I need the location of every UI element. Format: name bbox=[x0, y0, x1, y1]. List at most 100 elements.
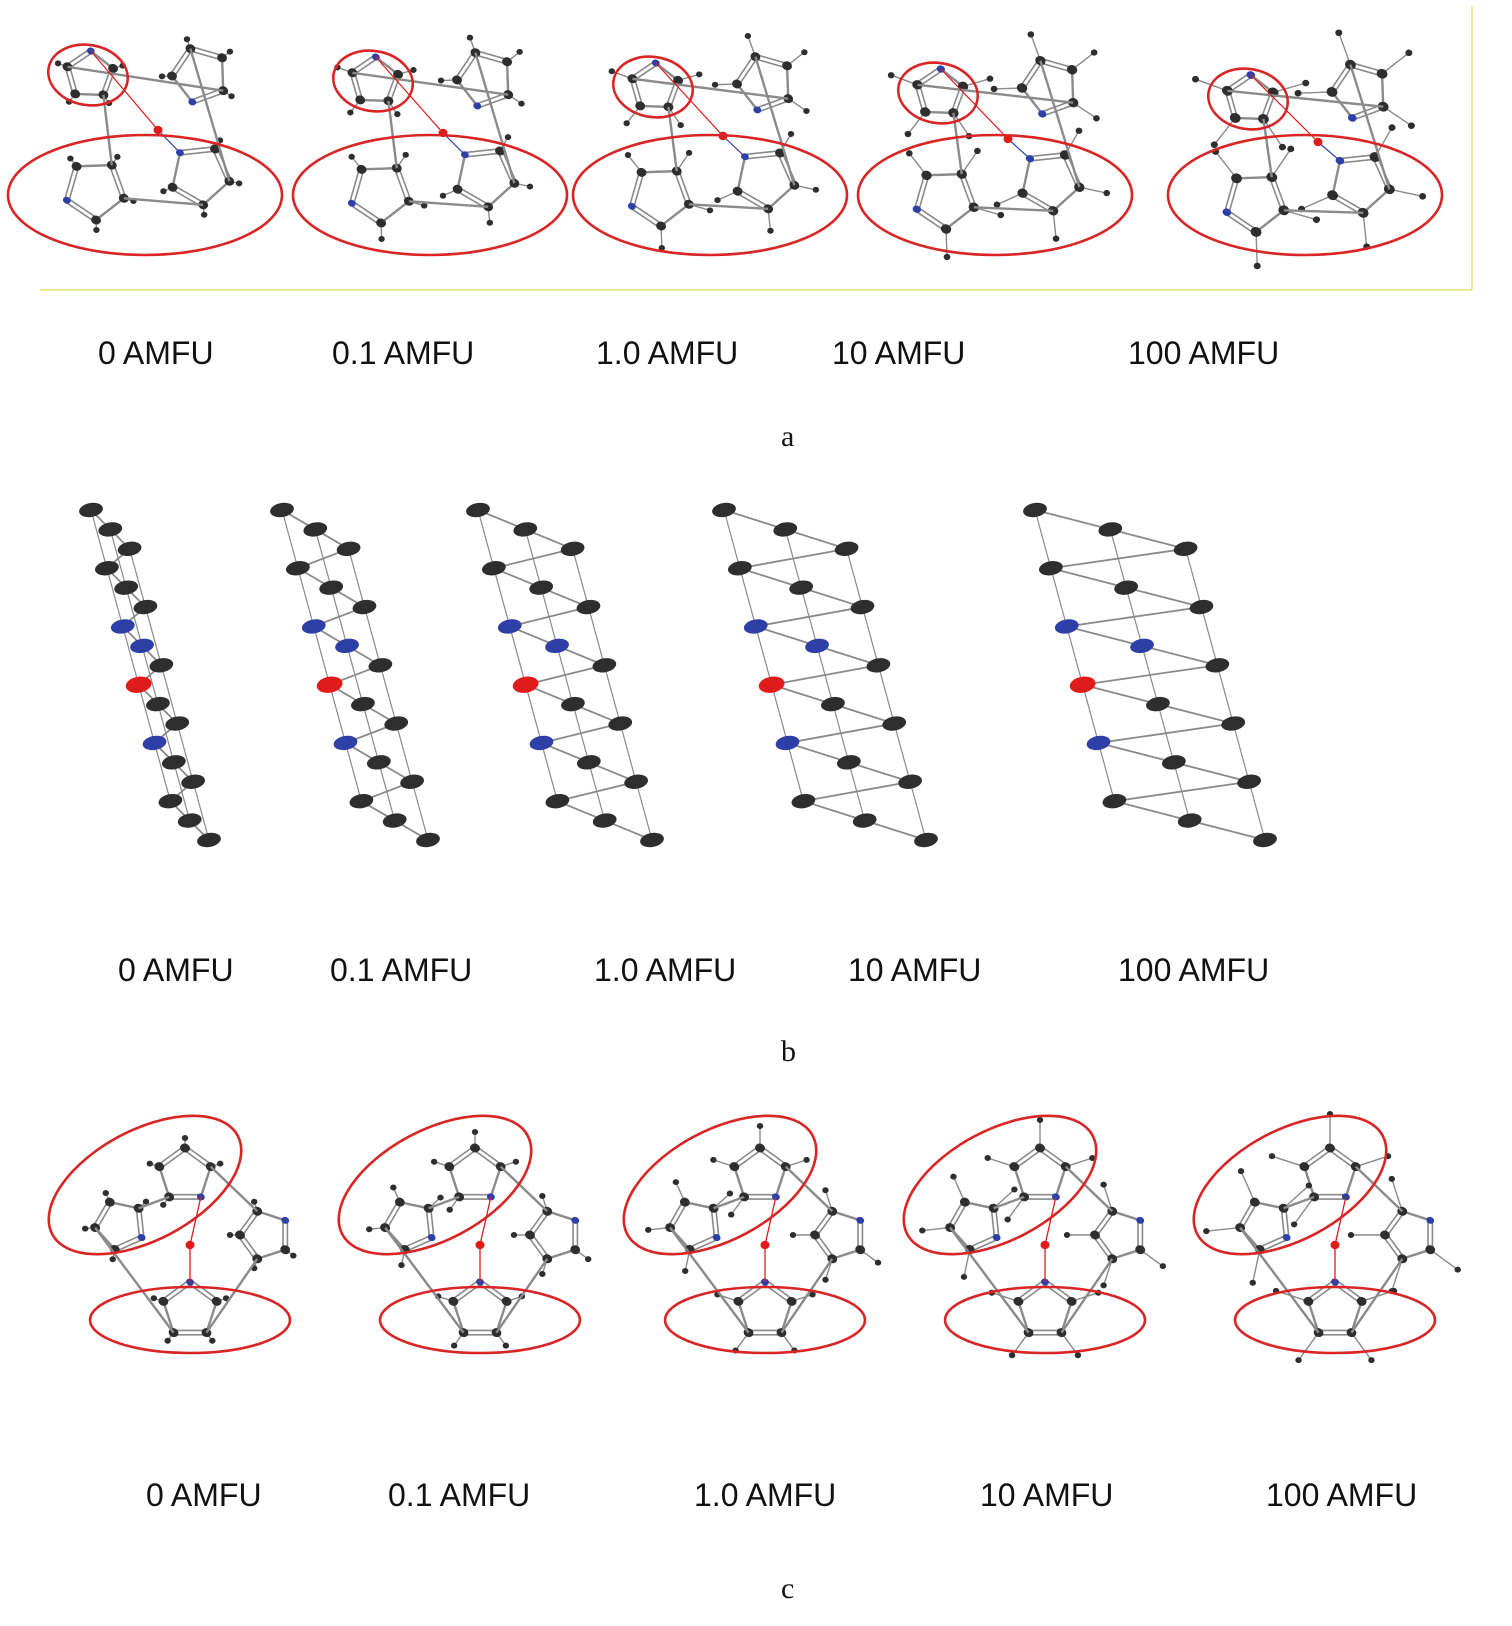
bond bbox=[189, 50, 222, 61]
bond bbox=[190, 45, 223, 57]
bond bbox=[1114, 780, 1250, 803]
hydrogen-atom bbox=[164, 1337, 171, 1344]
carbon-atom bbox=[1009, 1162, 1020, 1172]
bond bbox=[1240, 1170, 1256, 1203]
hydrogen-atom bbox=[446, 1206, 453, 1213]
bond bbox=[527, 1209, 547, 1235]
bond bbox=[1382, 1209, 1402, 1235]
hydrogen-atom bbox=[228, 93, 235, 100]
bond bbox=[1382, 1235, 1402, 1261]
hydrogen-atom bbox=[1063, 1232, 1071, 1238]
hydrogen-atom bbox=[390, 1184, 397, 1191]
bond bbox=[1330, 1145, 1358, 1166]
hydrogen-atom bbox=[158, 73, 166, 80]
bond bbox=[297, 568, 315, 627]
bond bbox=[480, 1279, 509, 1301]
bond bbox=[628, 171, 641, 206]
bond bbox=[1239, 1226, 1320, 1334]
bond bbox=[237, 1209, 257, 1235]
hydrogen-atom bbox=[226, 1232, 234, 1238]
carbon-atom bbox=[635, 101, 646, 111]
nitrogen-atom bbox=[1282, 1234, 1291, 1241]
bond bbox=[755, 625, 818, 647]
nitrogen-atom bbox=[62, 196, 71, 204]
bond bbox=[122, 626, 140, 685]
carbon-atom bbox=[108, 63, 119, 73]
carbon-atom bbox=[789, 580, 814, 595]
bond bbox=[754, 58, 787, 69]
oxygen-atom bbox=[760, 1240, 770, 1250]
carbon-atom bbox=[1016, 83, 1028, 93]
carbon-atom bbox=[319, 580, 344, 595]
bond bbox=[1401, 1248, 1431, 1260]
hydrogen-atom bbox=[608, 68, 615, 75]
nitrogen-atom bbox=[992, 1234, 1001, 1241]
hydrogen-atom bbox=[714, 197, 721, 204]
hydrogen-atom bbox=[726, 1190, 734, 1197]
bond bbox=[660, 203, 690, 227]
bond bbox=[1297, 1332, 1320, 1361]
hydrogen-atom bbox=[1100, 1181, 1107, 1188]
hydrogen-atom bbox=[727, 1211, 735, 1218]
carbon-atom bbox=[529, 580, 554, 595]
bond bbox=[1372, 157, 1389, 191]
carbon-atom bbox=[732, 186, 743, 196]
bond bbox=[765, 1279, 794, 1301]
hydrogen-atom bbox=[439, 192, 447, 199]
hydrogen-atom bbox=[421, 202, 428, 209]
bond bbox=[1082, 683, 1159, 705]
bond bbox=[509, 606, 589, 628]
carbon-atom bbox=[608, 716, 633, 731]
hydrogen-atom bbox=[1313, 216, 1321, 223]
hydrogen-atom bbox=[1075, 127, 1083, 134]
bond bbox=[1382, 106, 1412, 127]
bond bbox=[96, 1202, 113, 1230]
highlight-ellipse bbox=[622, 1114, 818, 1256]
oxygen-atom bbox=[758, 676, 785, 693]
carbon-atom bbox=[167, 71, 177, 81]
bond bbox=[350, 54, 376, 72]
bond bbox=[1082, 684, 1100, 744]
bond bbox=[800, 586, 863, 608]
highlight-ellipse bbox=[6, 133, 284, 257]
hydrogen-atom bbox=[809, 1291, 816, 1298]
bond bbox=[94, 1226, 175, 1334]
carbon-atom bbox=[914, 832, 938, 848]
bond bbox=[1096, 1233, 1115, 1258]
bond bbox=[738, 57, 758, 86]
hydrogen-atom bbox=[1388, 124, 1396, 131]
bond bbox=[108, 165, 123, 200]
bond bbox=[313, 626, 331, 685]
bond bbox=[1039, 62, 1072, 73]
hydrogen-atom bbox=[181, 1135, 189, 1141]
bond bbox=[914, 85, 924, 113]
bond bbox=[384, 1226, 465, 1334]
bond bbox=[1352, 107, 1385, 121]
carbon-atom bbox=[525, 1230, 535, 1240]
carbon-atom bbox=[732, 79, 742, 89]
bond bbox=[1236, 175, 1272, 180]
nitrogen-atom bbox=[805, 638, 829, 654]
hydrogen-atom bbox=[993, 201, 1001, 208]
bond bbox=[1349, 66, 1382, 77]
bond bbox=[723, 509, 786, 531]
carbon-atom bbox=[1356, 1296, 1367, 1306]
bond bbox=[176, 723, 194, 782]
carbon-atom bbox=[158, 793, 183, 809]
bond bbox=[497, 151, 514, 185]
bond bbox=[603, 665, 621, 724]
carbon-atom bbox=[165, 716, 190, 731]
bond bbox=[157, 129, 181, 154]
hydrogen-atom bbox=[986, 75, 994, 82]
bond bbox=[940, 68, 1009, 140]
bond bbox=[1252, 1249, 1261, 1283]
bond bbox=[64, 67, 74, 95]
carbon-atom bbox=[95, 561, 119, 576]
hydrogen-atom bbox=[209, 1337, 216, 1344]
bond bbox=[1305, 1149, 1332, 1170]
bond bbox=[1350, 1300, 1363, 1334]
bond bbox=[629, 79, 639, 107]
bond bbox=[1350, 1258, 1404, 1334]
nitrogen-atom bbox=[281, 1216, 290, 1224]
bond bbox=[1015, 1149, 1042, 1170]
